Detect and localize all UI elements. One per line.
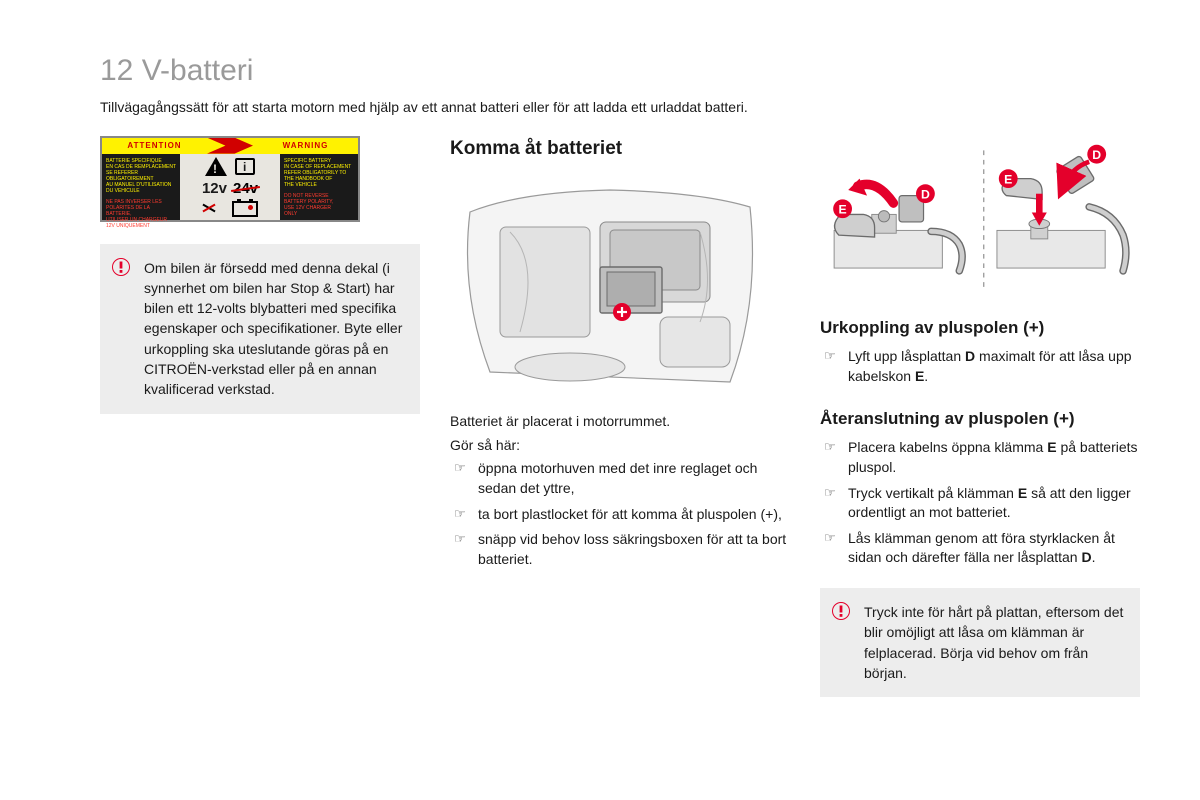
alert-icon xyxy=(112,258,130,276)
svg-text:E: E xyxy=(1004,172,1012,186)
reconnect-list: Placera kabelns öppna klämma E på batter… xyxy=(820,438,1140,568)
warning-decal: ATTENTION WARNING BATTERIE SPECIFIQUE EN… xyxy=(100,136,360,222)
do-this-text: Gör så här: xyxy=(450,436,790,456)
battery-icon xyxy=(232,201,258,217)
decal-left-text: BATTERIE SPECIFIQUE EN CAS DE REMPLACEME… xyxy=(102,154,180,220)
note-box-2: Tryck inte för hårt på plattan, eftersom… xyxy=(820,588,1140,697)
note-1-text: Om bilen är försedd med denna dekal (i s… xyxy=(144,260,402,398)
list-item: öppna motorhuven med det inre reglaget o… xyxy=(450,459,790,498)
columns: ATTENTION WARNING BATTERIE SPECIFIQUE EN… xyxy=(100,136,1140,698)
battery-location-text: Batteriet är placerat i motorrummet. xyxy=(450,412,790,432)
intro-text: Tillvägagångssätt för att starta motorn … xyxy=(100,98,1140,118)
svg-text:E: E xyxy=(839,202,847,216)
alert-icon xyxy=(832,602,850,620)
svg-text:D: D xyxy=(921,187,930,201)
heading-disconnect: Urkoppling av pluspolen (+) xyxy=(820,316,1140,340)
svg-text:D: D xyxy=(1092,147,1101,161)
heading-access-battery: Komma åt batteriet xyxy=(450,136,790,163)
label-12v: 12v xyxy=(202,178,227,199)
list-item: ta bort plastlocket för att komma åt plu… xyxy=(450,505,790,525)
decal-center-icons: 12v 24v xyxy=(180,154,280,220)
access-steps-list: öppna motorhuven med det inre reglaget o… xyxy=(450,459,790,569)
clamp-diagrams: E D xyxy=(820,136,1140,306)
heading-reconnect: Återanslutning av pluspolen (+) xyxy=(820,407,1140,431)
disconnect-list: Lyft upp låsplattan D maximalt för att l… xyxy=(820,347,1140,386)
list-item: Tryck vertikalt på klämman E så att den … xyxy=(820,484,1140,523)
decal-attention: ATTENTION xyxy=(102,138,207,154)
label-24v-crossed: 24v xyxy=(233,178,258,199)
note-2-text: Tryck inte för hårt på plattan, eftersom… xyxy=(864,604,1123,681)
decal-warning: WARNING xyxy=(253,138,358,154)
list-item: Placera kabelns öppna klämma E på batter… xyxy=(820,438,1140,477)
jumper-cable-icon xyxy=(202,203,224,215)
list-item: Lyft upp låsplattan D maximalt för att l… xyxy=(820,347,1140,386)
note-box-1: Om bilen är försedd med denna dekal (i s… xyxy=(100,244,420,414)
decal-right-text: SPECIFIC BATTERY IN CASE OF REPLACEMENT … xyxy=(280,154,358,220)
list-item: snäpp vid behov loss säkringsboxen för a… xyxy=(450,530,790,569)
column-left: ATTENTION WARNING BATTERIE SPECIFIQUE EN… xyxy=(100,136,420,698)
decal-chevrons xyxy=(207,138,253,154)
list-item: Lås klämman genom att föra styrklacken å… xyxy=(820,529,1140,568)
manual-icon xyxy=(235,158,255,175)
warning-triangle-icon xyxy=(205,157,227,176)
column-right: E D xyxy=(820,136,1140,698)
column-middle: Komma åt batteriet xyxy=(450,136,790,698)
engine-bay-diagram xyxy=(450,172,770,402)
page-title: 12 V-batteri xyxy=(100,50,1140,92)
